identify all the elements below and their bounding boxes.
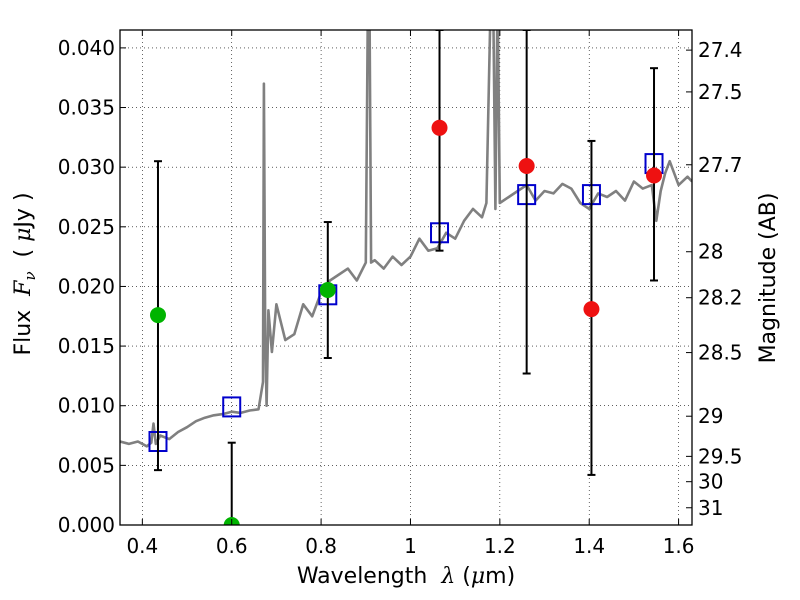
- x-tick-label: 1.4: [573, 534, 605, 558]
- model-spectrum-line: [120, 30, 692, 448]
- observed-point: [431, 119, 448, 136]
- magnitude-tick-label: 27.7: [698, 153, 743, 177]
- observed-point: [583, 301, 600, 318]
- y-axis-label-unit-rest: Jy ): [11, 192, 36, 229]
- y-tick-label: 0.000: [58, 513, 115, 537]
- plot-frame: [119, 29, 693, 526]
- y-axis-label-text: Flux: [11, 296, 36, 356]
- magnitude-tick-label: 31: [698, 496, 723, 520]
- x-tick-label: 1.6: [663, 534, 695, 558]
- y-axis-label-unit-mu: μ: [11, 228, 36, 242]
- x-tick-label: 0.8: [305, 534, 337, 558]
- y-tick-label: 0.030: [58, 155, 115, 179]
- magnitude-tick-label: 28.2: [698, 286, 743, 310]
- x-tick-label: 1: [404, 534, 417, 558]
- y-tick-label: 0.015: [58, 334, 115, 358]
- model-band-point: [222, 396, 242, 418]
- x-axis-label-text: Wavelength: [297, 564, 442, 589]
- y-tick-label: 0.025: [58, 215, 115, 239]
- y-tick-label: 0.010: [58, 394, 115, 418]
- x-axis-label-symbol: λ: [440, 564, 455, 589]
- magnitude-tick-label: 27.4: [698, 38, 743, 62]
- y-tick-label: 0.020: [58, 274, 115, 298]
- magnitude-tick-label: 29: [698, 404, 723, 428]
- plot-data-clipped: [120, 30, 692, 525]
- y-axis-label: Flux Fν ( μJy ): [11, 192, 39, 355]
- plot-data: [120, 30, 692, 525]
- x-axis-label-unit-open: (: [455, 564, 471, 589]
- magnitude-tick-label: 27.5: [698, 80, 743, 104]
- magnitude-tick-label: 30: [698, 470, 723, 494]
- x-axis-label-unit-rest: m): [485, 564, 515, 589]
- axis-ticks: 0.4 0.6 0.8 1 1.2 1.4 1.6 0.000 0.005 0.010 0.015 0…: [58, 30, 743, 558]
- x-tick-label: 0.4: [126, 534, 158, 558]
- observed-point: [518, 157, 535, 174]
- y-axis-label-subscript: ν: [21, 271, 39, 280]
- x-tick-label: 1.2: [484, 534, 516, 558]
- y-axis-label-unit-open: (: [11, 242, 36, 272]
- observed-point: [646, 167, 663, 184]
- y-axis-label-symbol: F: [11, 280, 36, 297]
- y-tick-label: 0.005: [58, 453, 115, 477]
- x-axis-label-unit-mu: μ: [471, 564, 485, 589]
- magnitude-axis-label: Magnitude (AB): [756, 193, 781, 364]
- magnitude-tick-label: 28.5: [698, 341, 743, 365]
- y-tick-label: 0.040: [58, 36, 115, 60]
- x-axis-label: Wavelength λ (μm): [297, 564, 515, 589]
- magnitude-tick-label: 28: [698, 240, 723, 264]
- observed-point: [319, 282, 336, 299]
- magnitude-tick-label: 29.5: [698, 444, 743, 468]
- y-tick-label: 0.035: [58, 96, 115, 120]
- x-tick-label: 0.6: [216, 534, 248, 558]
- observed-point: [149, 307, 166, 324]
